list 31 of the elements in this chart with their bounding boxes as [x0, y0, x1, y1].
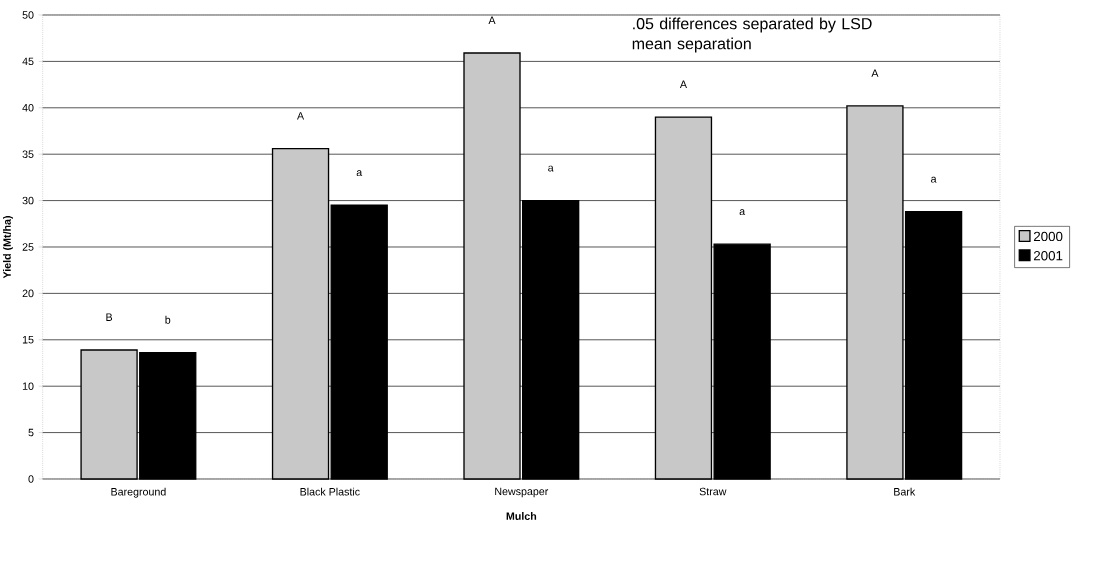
x-tick-label: Newspaper [495, 487, 549, 498]
x-tick-label: Straw [699, 487, 727, 496]
data-label: B [106, 313, 113, 321]
data-label: A [871, 69, 879, 77]
x-tick-label: Bareground [111, 487, 166, 498]
data-label: A [488, 16, 496, 24]
data-label: a [548, 165, 554, 172]
y-axis-title: Yield (Mt/ha) [3, 216, 13, 279]
y-tick-label: 5 [28, 428, 34, 437]
x-tick-label: Bark [894, 487, 916, 496]
legend-label: 2000 [1033, 231, 1063, 242]
y-tick-label: 50 [22, 11, 34, 19]
x-axis-title: Mulch [506, 512, 537, 520]
y-tick-label: 10 [22, 382, 34, 390]
data-label: A [679, 80, 687, 88]
annotation: .05 differences separated by LSD mean separation [632, 17, 872, 53]
legend-label: 2001 [1033, 250, 1063, 261]
y-tick-label: 0 [28, 475, 34, 483]
y-tick-label: 40 [22, 104, 34, 112]
y-tick-label: 25 [22, 243, 34, 251]
y-tick-label: 20 [22, 289, 34, 298]
y-tick-label: 35 [22, 150, 34, 158]
data-label: b [165, 315, 171, 324]
data-label: A [297, 112, 305, 120]
y-tick-label: 15 [22, 336, 34, 344]
data-label: a [356, 170, 363, 177]
y-tick-label: 30 [22, 196, 34, 205]
x-tick-label: Black Plastic [300, 487, 360, 496]
data-label: a [739, 209, 746, 216]
y-tick-label: 45 [22, 57, 34, 66]
data-label: a [931, 176, 937, 183]
